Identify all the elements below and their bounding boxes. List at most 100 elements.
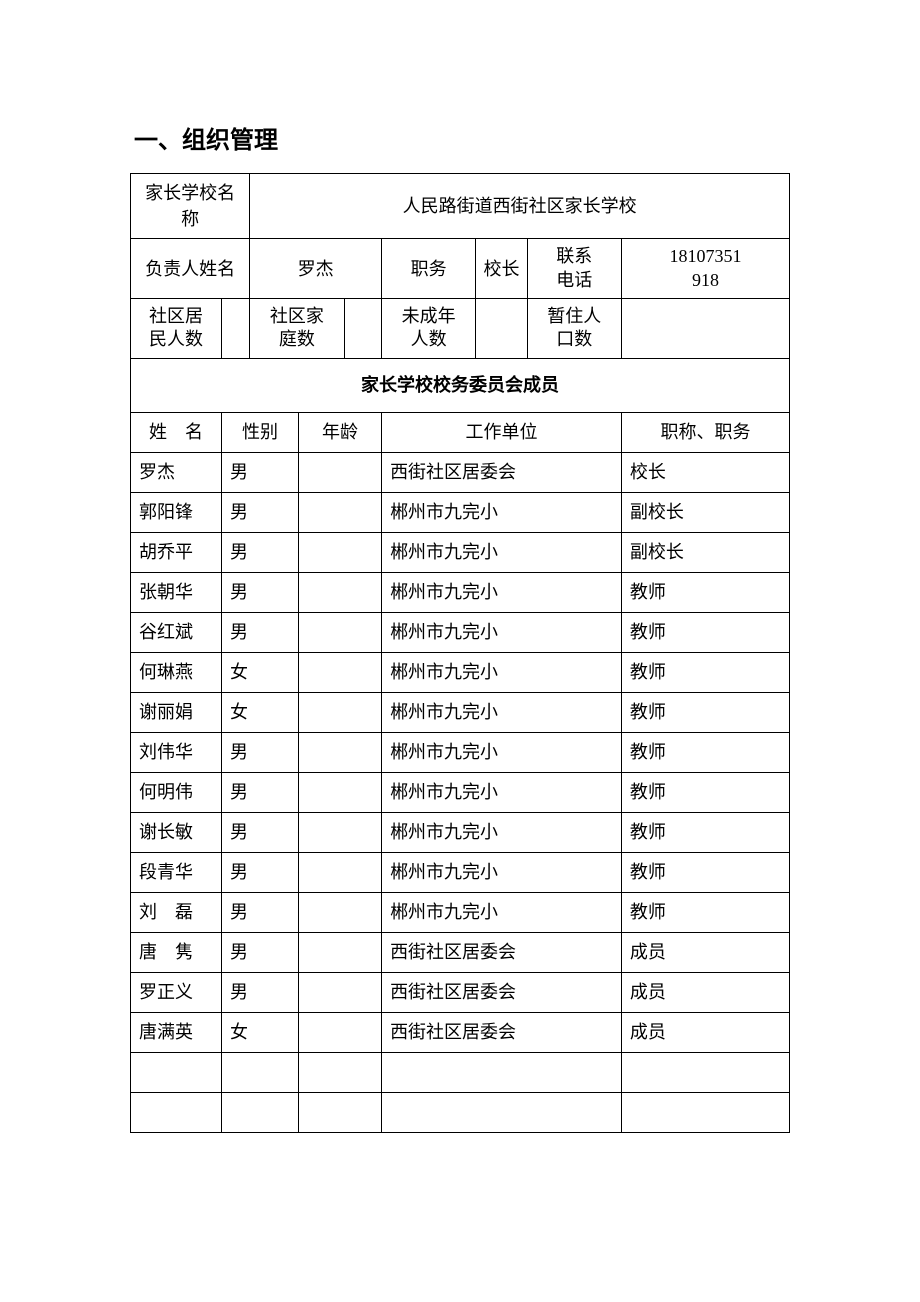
cell-age — [299, 452, 382, 492]
table-row: 郭阳锋男郴州市九完小副校长 — [131, 492, 790, 532]
value-phone: 18107351918 — [621, 239, 789, 299]
cell-age — [299, 492, 382, 532]
cell-workplace: 西街社区居委会 — [382, 1012, 622, 1052]
cell-workplace: 郴州市九完小 — [382, 612, 622, 652]
col-header-workplace: 工作单位 — [382, 412, 622, 452]
cell-age — [299, 772, 382, 812]
cell-workplace: 郴州市九完小 — [382, 732, 622, 772]
value-person: 罗杰 — [250, 239, 382, 299]
cell-name: 张朝华 — [131, 572, 222, 612]
value-residents — [221, 298, 249, 358]
cell-age — [299, 732, 382, 772]
cell-age — [299, 572, 382, 612]
cell-title: 教师 — [621, 852, 789, 892]
cell-workplace: 郴州市九完小 — [382, 652, 622, 692]
cell-workplace — [382, 1052, 622, 1092]
cell-workplace — [382, 1092, 622, 1132]
cell-workplace: 郴州市九完小 — [382, 892, 622, 932]
cell-age — [299, 812, 382, 852]
row-person: 负责人姓名 罗杰 职务 校长 联系电话 18107351918 — [131, 239, 790, 299]
table-row: 张朝华男 郴州市九完小教师 — [131, 572, 790, 612]
cell-gender: 女 — [221, 652, 298, 692]
cell-workplace: 郴州市九完小 — [382, 532, 622, 572]
cell-name: 何琳燕 — [131, 652, 222, 692]
label-school-name: 家长学校名称 — [131, 174, 250, 239]
cell-workplace: 郴州市九完小 — [382, 572, 622, 612]
cell-gender: 男 — [221, 812, 298, 852]
cell-age — [299, 692, 382, 732]
cell-title: 成员 — [621, 972, 789, 1012]
table-row: 胡乔平男 郴州市九完小副校长 — [131, 532, 790, 572]
cell-gender — [221, 1092, 298, 1132]
cell-gender — [221, 1052, 298, 1092]
table-row: 段青华男郴州市九完小教师 — [131, 852, 790, 892]
table-row: 谢丽娟女郴州市九完小教师 — [131, 692, 790, 732]
cell-title: 校长 — [621, 452, 789, 492]
label-phone: 联系电话 — [527, 239, 621, 299]
cell-title: 教师 — [621, 892, 789, 932]
cell-name — [131, 1092, 222, 1132]
cell-workplace: 郴州市九完小 — [382, 852, 622, 892]
col-header-name: 姓 名 — [131, 412, 222, 452]
table-row: 谷红斌男郴州市九完小教师 — [131, 612, 790, 652]
page-heading: 一、组织管理 — [130, 120, 790, 155]
label-minors: 未成年人数 — [382, 298, 476, 358]
row-school-name: 家长学校名称 人民路街道西街社区家长学校 — [131, 174, 790, 239]
cell-title: 副校长 — [621, 532, 789, 572]
cell-age — [299, 1012, 382, 1052]
value-duty: 校长 — [476, 239, 527, 299]
cell-name: 胡乔平 — [131, 532, 222, 572]
cell-title: 教师 — [621, 692, 789, 732]
cell-title: 教师 — [621, 812, 789, 852]
cell-name: 谷红斌 — [131, 612, 222, 652]
cell-name: 唐 隽 — [131, 932, 222, 972]
cell-title — [621, 1092, 789, 1132]
table-row: 唐满英女 西街社区居委会成员 — [131, 1012, 790, 1052]
cell-title: 教师 — [621, 572, 789, 612]
table-row — [131, 1052, 790, 1092]
cell-title: 教师 — [621, 772, 789, 812]
cell-name: 刘伟华 — [131, 732, 222, 772]
cell-name: 罗杰 — [131, 452, 222, 492]
cell-title: 成员 — [621, 1012, 789, 1052]
table-row: 罗正义男 西街社区居委会成员 — [131, 972, 790, 1012]
cell-name: 谢丽娟 — [131, 692, 222, 732]
label-families: 社区家庭数 — [250, 298, 344, 358]
cell-age — [299, 972, 382, 1012]
cell-name: 谢长敏 — [131, 812, 222, 852]
cell-name: 何明伟 — [131, 772, 222, 812]
row-section-title: 家长学校校务委员会成员 — [131, 358, 790, 412]
cell-gender: 男 — [221, 772, 298, 812]
value-minors — [476, 298, 527, 358]
cell-gender: 男 — [221, 732, 298, 772]
cell-title: 副校长 — [621, 492, 789, 532]
cell-gender: 男 — [221, 932, 298, 972]
cell-name: 罗正义 — [131, 972, 222, 1012]
cell-gender: 男 — [221, 612, 298, 652]
cell-workplace: 郴州市九完小 — [382, 492, 622, 532]
value-families — [344, 298, 382, 358]
cell-gender: 男 — [221, 892, 298, 932]
value-temp — [621, 298, 789, 358]
cell-name: 唐满英 — [131, 1012, 222, 1052]
cell-workplace: 郴州市九完小 — [382, 772, 622, 812]
label-duty: 职务 — [382, 239, 476, 299]
cell-workplace: 西街社区居委会 — [382, 972, 622, 1012]
cell-age — [299, 612, 382, 652]
cell-title: 成员 — [621, 932, 789, 972]
table-row: 刘伟华男 郴州市九完小教师 — [131, 732, 790, 772]
cell-workplace: 西街社区居委会 — [382, 932, 622, 972]
cell-age — [299, 892, 382, 932]
cell-age — [299, 532, 382, 572]
cell-gender: 女 — [221, 1012, 298, 1052]
cell-gender: 男 — [221, 532, 298, 572]
cell-workplace: 郴州市九完小 — [382, 812, 622, 852]
table-row: 唐 隽男 西街社区居委会成员 — [131, 932, 790, 972]
cell-gender: 男 — [221, 972, 298, 1012]
table-row: 刘 磊男郴州市九完小教师 — [131, 892, 790, 932]
cell-gender: 男 — [221, 852, 298, 892]
cell-name — [131, 1052, 222, 1092]
cell-title: 教师 — [621, 732, 789, 772]
table-row: 罗杰男西街社区居委会校长 — [131, 452, 790, 492]
cell-gender: 男 — [221, 572, 298, 612]
